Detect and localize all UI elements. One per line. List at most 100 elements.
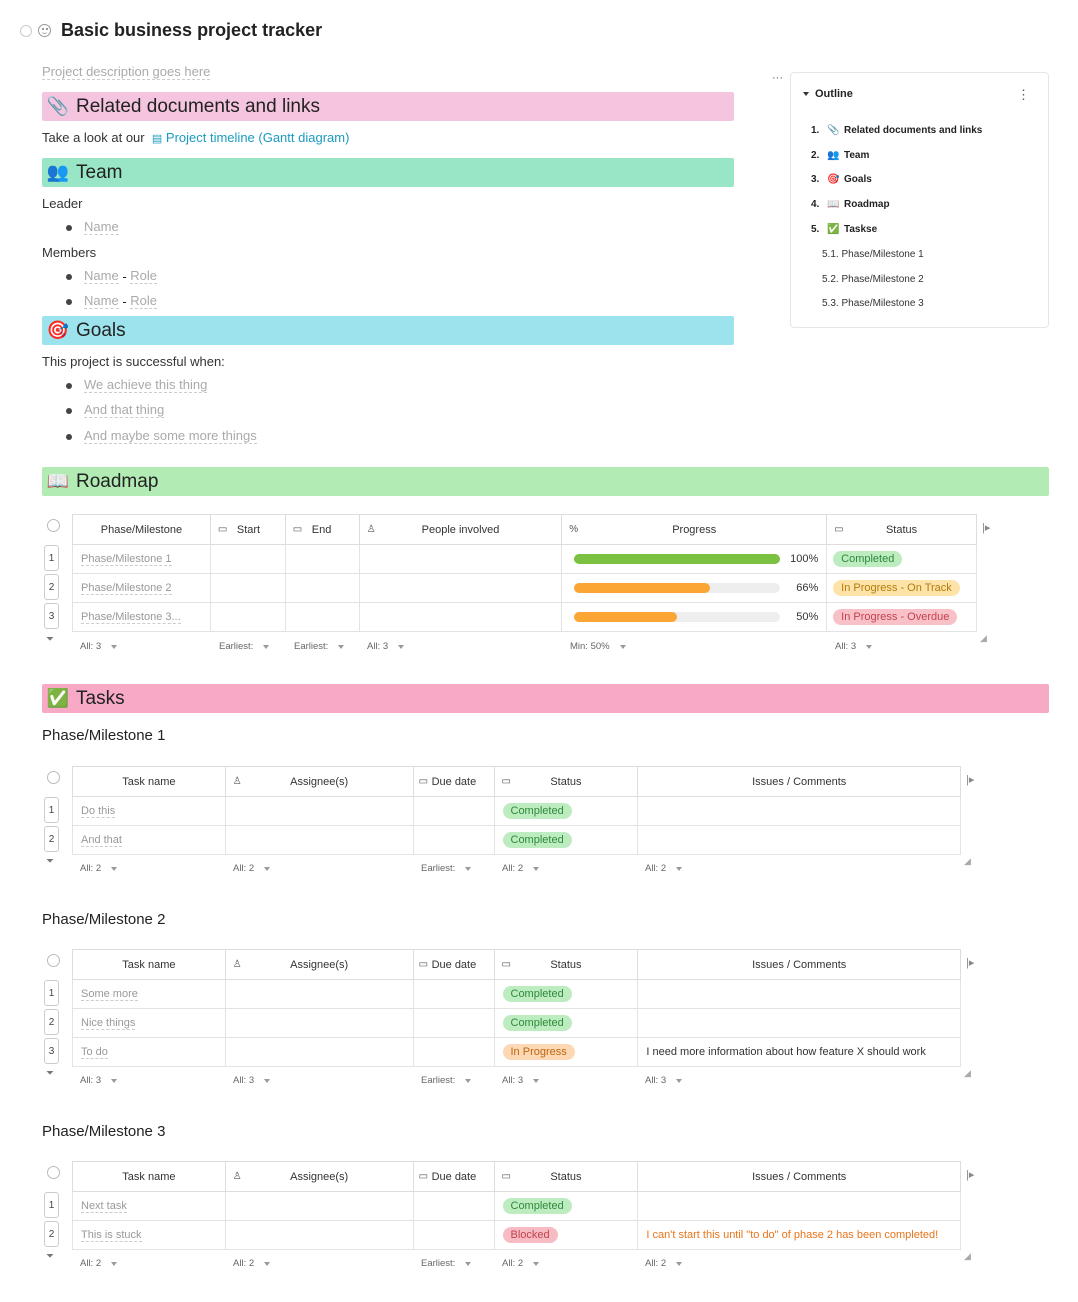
outline-item[interactable]: 5. ✅ Taskse [811, 224, 877, 235]
phase-cell[interactable]: Phase/Milestone 1 [72, 544, 211, 574]
table-row[interactable]: Nice things Completed [72, 1008, 961, 1038]
heading-related-docs[interactable]: 📎 Related documents and links [42, 92, 734, 121]
status-badge[interactable]: In Progress [502, 1044, 575, 1060]
table-row[interactable]: Next task Completed [72, 1191, 961, 1221]
comment-cell[interactable]: I can't start this until "to do" of phas… [637, 1220, 961, 1250]
row-number[interactable]: 2 [44, 1009, 59, 1035]
member-name[interactable]: Name [84, 268, 119, 284]
status-cell[interactable]: Completed [493, 796, 639, 826]
column-summary[interactable]: All: 3 [502, 1075, 540, 1086]
column-header[interactable]: Issues / Comments [637, 949, 961, 980]
status-cell[interactable]: Completed [493, 825, 639, 855]
column-summary[interactable]: All: 3 [645, 1075, 683, 1086]
due-date-cell[interactable] [412, 796, 495, 826]
table-row[interactable]: Do this Completed [72, 796, 961, 826]
due-date-cell[interactable] [412, 979, 495, 1009]
column-header[interactable]: ▭ Status [493, 949, 639, 980]
status-badge[interactable]: Completed [502, 832, 572, 848]
column-summary[interactable]: All: 2 [80, 1258, 118, 1269]
comment-cell[interactable] [637, 1191, 961, 1221]
page-description[interactable]: Project description goes here [42, 64, 211, 80]
status-cell[interactable]: In Progress - On Track [826, 573, 977, 603]
column-summary[interactable]: All: 2 [80, 863, 118, 874]
column-header[interactable]: ▭ Due date [412, 949, 495, 980]
phase-cell[interactable]: Phase/Milestone 2 [72, 573, 211, 603]
column-summary[interactable]: All: 3 [80, 641, 118, 652]
column-header[interactable]: ♙ People involved [358, 514, 563, 545]
row-number[interactable]: 2 [44, 1221, 59, 1247]
resize-handle-icon[interactable]: ◢ [964, 856, 971, 866]
heading-roadmap[interactable]: 📖 Roadmap [42, 467, 1049, 496]
select-all-rows[interactable] [47, 519, 60, 532]
column-header[interactable]: ♙ Assignee(s) [224, 949, 414, 980]
list-item[interactable]: And maybe some more things [66, 428, 257, 444]
row-number[interactable]: 1 [44, 797, 59, 823]
status-badge[interactable]: Completed [833, 551, 903, 567]
add-column-icon[interactable]: |▸ [966, 957, 975, 969]
resize-handle-icon[interactable]: ◢ [964, 1251, 971, 1261]
task-cell[interactable]: Some more [72, 979, 226, 1009]
phase-subheading[interactable]: Phase/Milestone 2 [42, 911, 166, 928]
column-header[interactable]: Task name [72, 1161, 226, 1192]
list-item[interactable]: Name [66, 219, 119, 235]
table-row[interactable]: Phase/Milestone 3... 50% In Progress - Ove… [72, 602, 977, 632]
outline-item[interactable]: 1. 📎 Related documents and links [811, 125, 982, 136]
people-cell[interactable] [358, 602, 563, 632]
row-number[interactable]: 3 [44, 603, 59, 629]
outline-more-icon[interactable]: ··· [772, 72, 783, 84]
due-date-cell[interactable] [412, 1037, 495, 1067]
end-cell[interactable] [284, 602, 360, 632]
phase-subheading[interactable]: Phase/Milestone 3 [42, 1123, 166, 1140]
outline-header[interactable]: Outline [803, 88, 853, 100]
goal-item[interactable]: We achieve this thing [84, 377, 208, 393]
end-cell[interactable] [284, 573, 360, 603]
goal-item[interactable]: And maybe some more things [84, 428, 257, 444]
collapse-icon[interactable] [803, 92, 809, 96]
column-header[interactable]: ▭ Status [493, 1161, 639, 1192]
column-summary[interactable]: All: 2 [645, 863, 683, 874]
comment-cell[interactable] [637, 979, 961, 1009]
column-header[interactable]: ▭ Start [209, 514, 286, 545]
resize-handle-icon[interactable]: ◢ [980, 633, 987, 643]
column-header[interactable]: ♙ Assignee(s) [224, 1161, 414, 1192]
add-column-icon[interactable]: |▸ [966, 1169, 975, 1181]
assignee-cell[interactable] [224, 1220, 414, 1250]
table-row[interactable]: This is stuck Blocked I can't start this u… [72, 1220, 961, 1250]
column-header[interactable]: Task name [72, 949, 226, 980]
column-summary[interactable]: All: 3 [233, 1075, 271, 1086]
task-cell[interactable]: Next task [72, 1191, 226, 1221]
people-cell[interactable] [358, 544, 563, 574]
member-role[interactable]: Role [130, 293, 158, 309]
page-title[interactable]: Basic business project tracker [61, 20, 323, 40]
start-cell[interactable] [209, 544, 286, 574]
status-badge[interactable]: Completed [502, 986, 572, 1002]
task-cell[interactable]: Do this [72, 796, 226, 826]
list-item[interactable]: Name - Role [66, 268, 158, 284]
member-role[interactable]: Role [130, 268, 158, 284]
row-number[interactable]: 1 [44, 1192, 59, 1218]
add-column-icon[interactable]: |▸ [982, 522, 991, 534]
filter-icon[interactable]: ⏷ [46, 856, 54, 867]
people-cell[interactable] [358, 573, 563, 603]
filter-icon[interactable]: ⏷ [46, 1068, 54, 1079]
end-cell[interactable] [284, 544, 360, 574]
outline-subitem[interactable]: 5.2. Phase/Milestone 2 [822, 274, 924, 285]
status-badge[interactable]: Completed [502, 1198, 572, 1214]
assignee-cell[interactable] [224, 1191, 414, 1221]
outline-subitem[interactable]: 5.3. Phase/Milestone 3 [822, 298, 924, 309]
status-cell[interactable]: Completed [826, 544, 977, 574]
column-header[interactable]: ▭ Due date [412, 1161, 495, 1192]
column-summary[interactable]: All: 3 [835, 641, 873, 652]
outline-item[interactable]: 4. 📖 Roadmap [811, 199, 890, 210]
comment-cell[interactable] [637, 796, 961, 826]
row-number[interactable]: 1 [44, 980, 59, 1006]
column-summary[interactable]: All: 3 [80, 1075, 118, 1086]
column-summary[interactable]: Min: 50% [570, 641, 626, 652]
column-summary[interactable]: Earliest: [294, 641, 345, 652]
leader-name[interactable]: Name [84, 219, 119, 235]
column-summary[interactable]: Earliest: [421, 1258, 472, 1269]
table-row[interactable]: To do In Progress I need more information … [72, 1037, 961, 1067]
progress-cell[interactable]: 100% [561, 544, 828, 574]
select-all-rows[interactable] [47, 954, 60, 967]
column-summary[interactable]: Earliest: [219, 641, 270, 652]
